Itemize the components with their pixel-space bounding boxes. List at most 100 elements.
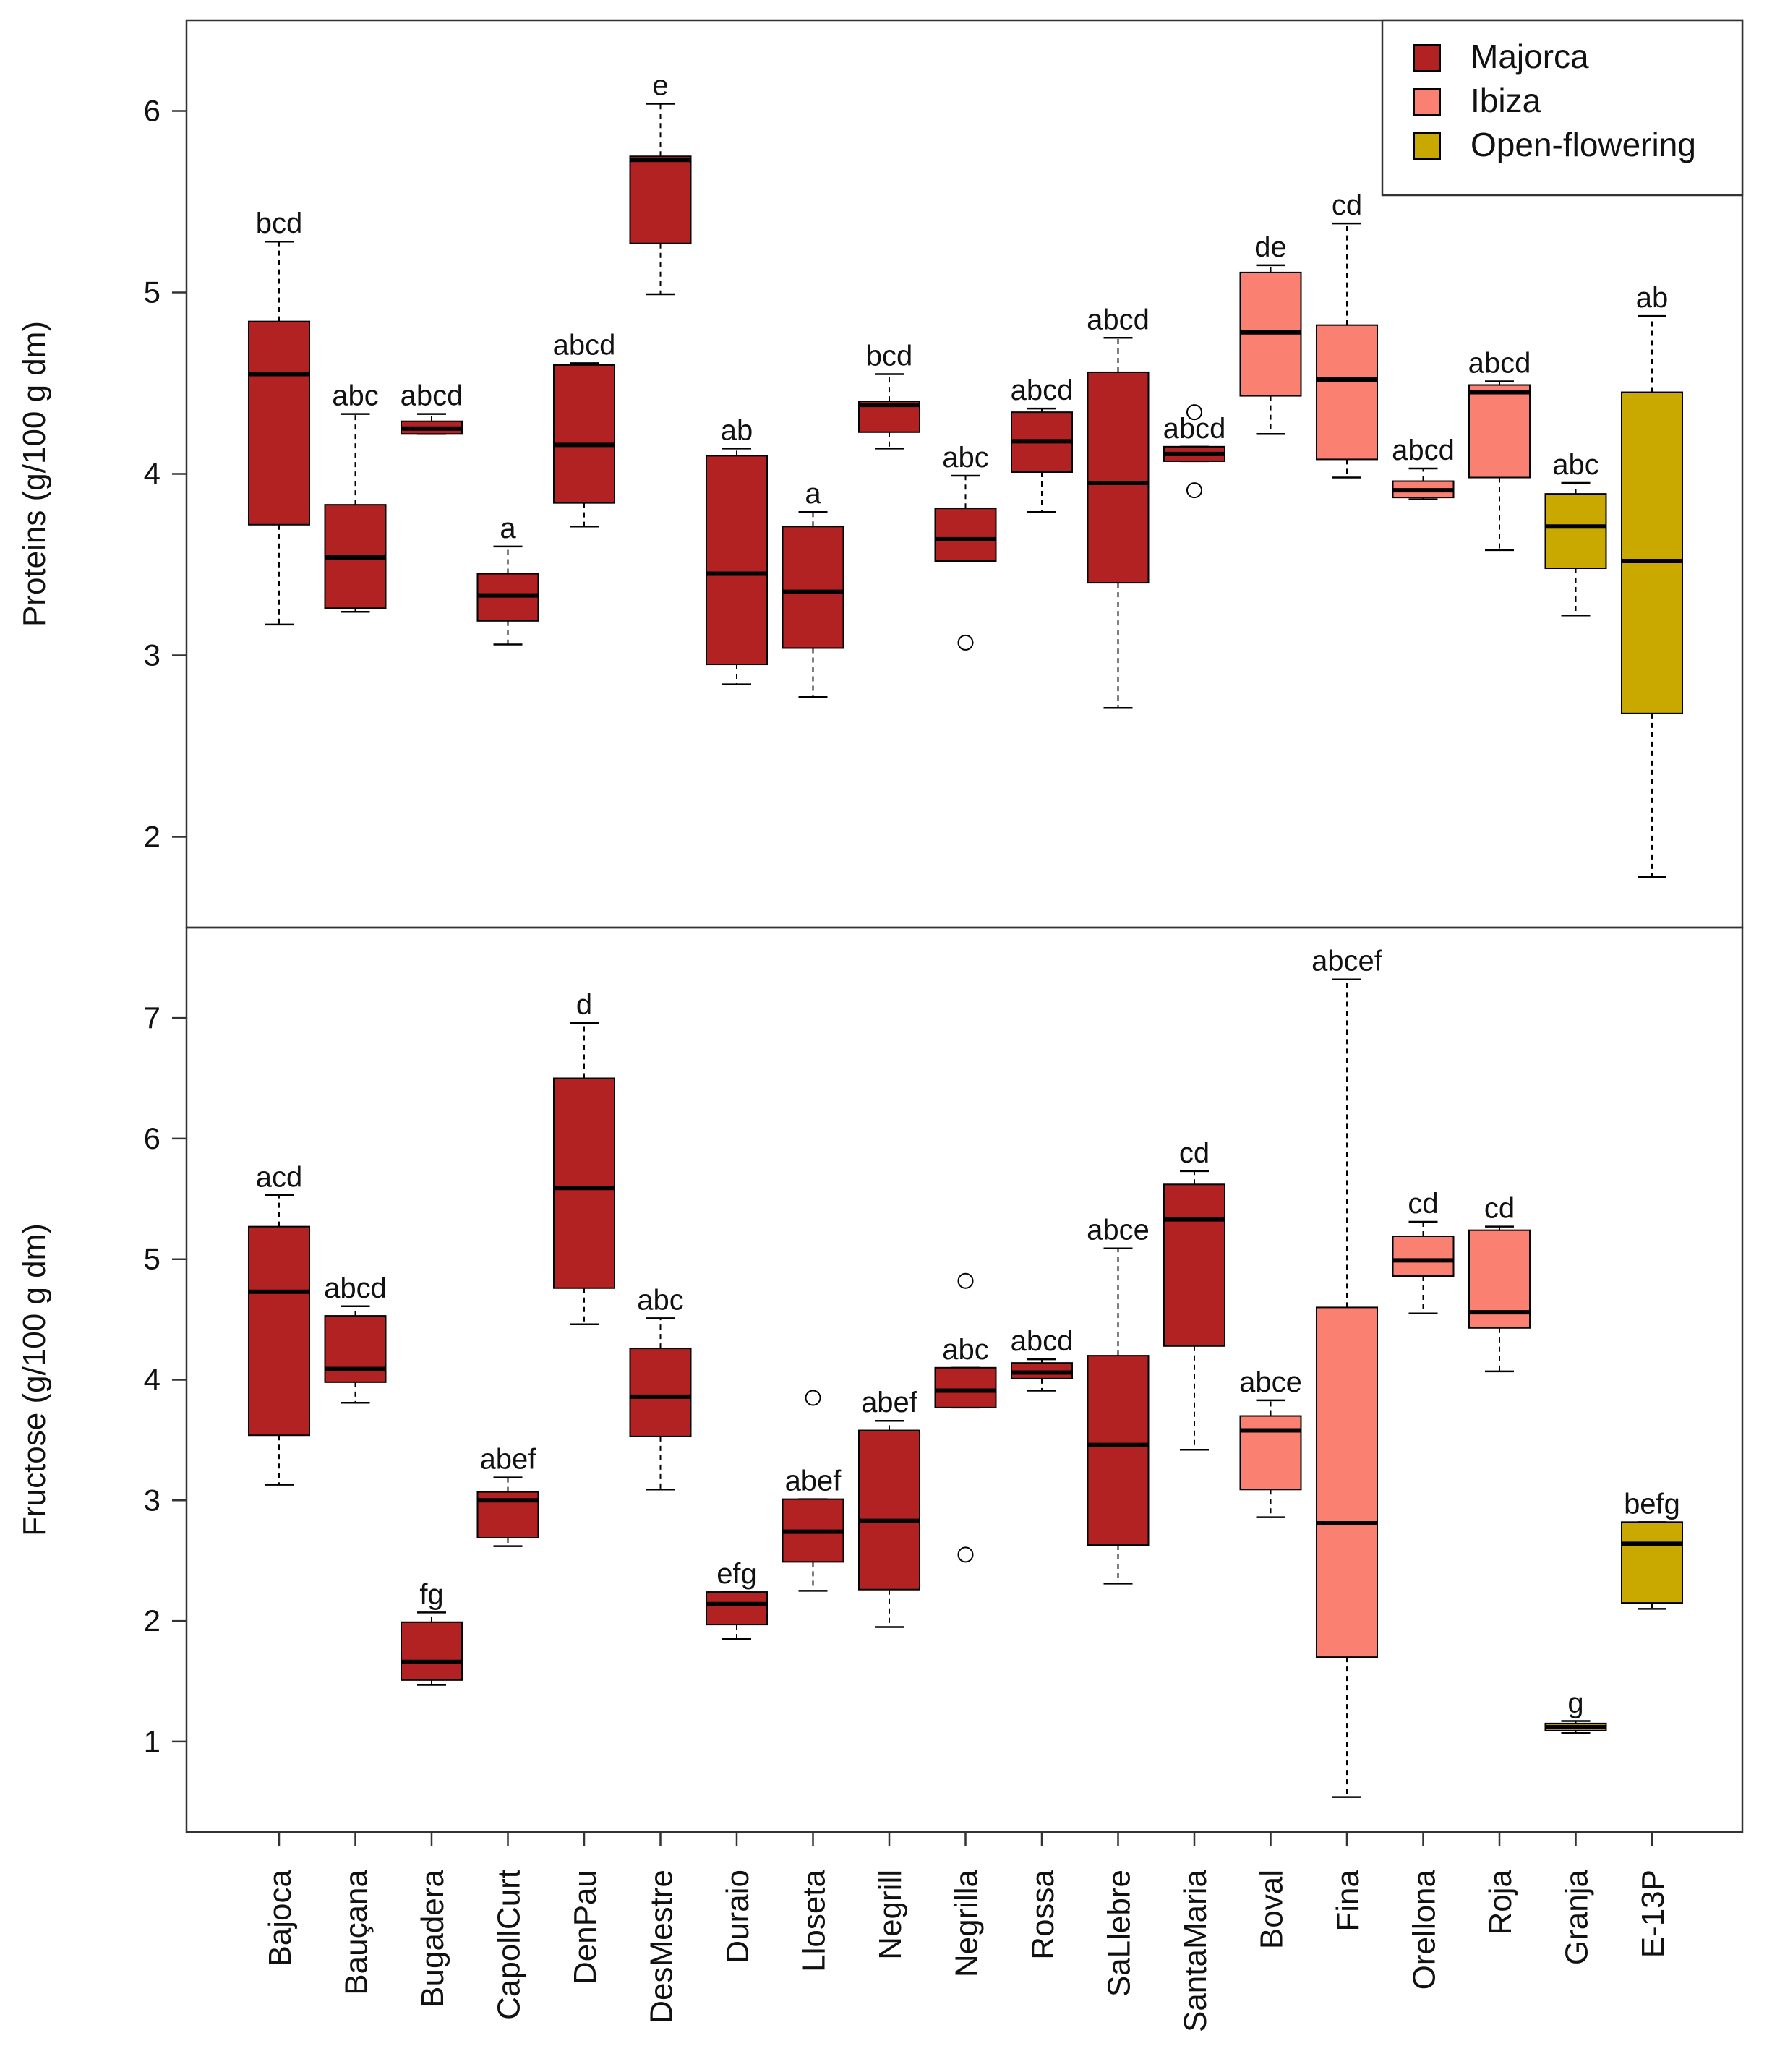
y-tick-label-7: 7 [144,1001,160,1035]
y-tick-label-3: 3 [144,638,160,672]
legend-swatch-open-flowering [1413,132,1441,160]
y-axis-proteins: 2 3 4 5 6 [144,94,187,854]
significance-letters: ab [1636,282,1669,314]
legend-label-open-flowering: Open-flowering [1471,126,1696,163]
outlier-point-1 [805,1390,821,1406]
x-label-capollcurt: CapollCurt [492,1870,527,2020]
box-proteins-lloseta: a [782,478,844,698]
box-iqr [706,1591,768,1626]
y-tick-label-4: 4 [144,457,160,491]
significance-letters: acd [256,1161,303,1193]
box-iqr [1621,391,1683,714]
significance-letters: abce [1087,1215,1150,1246]
box-iqr [1087,1355,1150,1546]
x-label-negrilla: Negrilla [949,1869,985,1977]
x-label-boval: Boval [1254,1870,1290,1949]
box-fructose-roja: cd [1468,1193,1531,1373]
box-fructose-duraio: efg [706,1558,768,1640]
outlier-point-2 [1186,482,1202,499]
significance-letters: abcd [324,1272,387,1304]
box-proteins-duraio: ab [706,414,768,685]
significance-letters: abef [785,1465,842,1497]
outlier-point-2 [957,1546,974,1563]
box-fructose-rossa: abcd [1011,1325,1073,1392]
box-iqr [629,1348,692,1437]
x-label-negrill: Negrill [873,1870,908,1960]
legend-swatch-majorca [1413,44,1441,72]
legend-swatch-ibiza [1413,88,1441,116]
box-iqr [1392,1236,1455,1277]
box-iqr [1087,371,1150,584]
legend: Majorca Ibiza Open-flowering [1381,19,1744,197]
significance-letters: abcd [401,380,463,412]
box-fructose-negrill: abef [858,1387,920,1628]
box-fructose-negrilla: abc [934,1272,997,1563]
box-iqr [401,1621,463,1681]
x-label-sallebre: SaLlebre [1102,1870,1137,1997]
x-label-lloseta: Lloseta [797,1869,832,1972]
significance-letters: befg [1624,1488,1680,1520]
significance-letters: ab [721,414,753,446]
y-tick-label-5: 5 [144,1242,160,1276]
box-iqr [629,155,692,244]
significance-letters: bcd [256,207,303,239]
significance-letters: cd [1179,1137,1210,1169]
x-axis-category-labels: Bajoca Bauçana Bugadera CapollCurt DenPau Des… [262,1832,1671,2032]
significance-letters: a [805,478,821,510]
x-label-desmestre: DesMestre [644,1870,680,2024]
box-iqr [934,1366,997,1408]
significance-letters: bcd [866,340,913,372]
box-iqr [553,364,615,504]
legend-label-ibiza: Ibiza [1471,82,1541,119]
box-fructose-e-13p: befg [1621,1488,1683,1610]
box-iqr [324,1315,387,1383]
significance-letters: abce [1239,1366,1302,1398]
y-axis-title-proteins: Proteins (g/100 g dm) [17,321,52,627]
significance-letters: de [1254,231,1287,263]
box-fructose-lloseta: abef [782,1390,844,1592]
significance-letters: cd [1408,1188,1438,1220]
significance-letters: g [1567,1687,1583,1719]
legend-label-majorca: Majorca [1471,38,1589,75]
box-fructose-capollcurt: abef [476,1444,539,1547]
significance-letters: abc [637,1284,684,1316]
box-proteins-desmestre: e [629,69,692,296]
box-iqr [1316,324,1378,461]
box-proteins-bajoca: bcd [248,207,310,626]
significance-letters: cd [1484,1193,1515,1225]
box-proteins-boval: de [1239,231,1302,435]
significance-letters: a [500,513,516,544]
x-label-bajoca: Bajoca [262,1869,298,1966]
box-proteins-granja: abc [1544,449,1607,617]
box-iqr [858,1429,920,1591]
box-proteins-capollcurt: a [476,513,539,646]
box-iqr [1163,1183,1225,1347]
box-fructose-bajoca: acd [248,1161,310,1486]
box-fructose-bau-ana: abcd [324,1272,387,1404]
box-proteins-bau-ana: abc [324,380,387,613]
significance-letters: abef [861,1387,918,1418]
outlier-point-1 [1186,404,1202,421]
significance-letters: abcd [1468,347,1531,379]
x-label-santamaria: SantaMaria [1178,1869,1213,2032]
y-axis-title-fructose: Fructose (g/100 g dm) [17,1223,52,1536]
box-proteins-orellona: abcd [1392,434,1455,500]
box-fructose-sallebre: abce [1087,1215,1150,1585]
significance-letters: abc [942,1334,989,1366]
significance-letters: abc [942,442,989,474]
box-proteins-negrill: bcd [858,340,920,450]
significance-letters: abcd [1011,374,1074,406]
y-axis-fructose: 1 2 3 4 5 6 7 [144,1001,187,1758]
box-fructose-denpau: d [553,989,615,1326]
box-fructose-orellona: cd [1392,1188,1455,1315]
significance-letters: cd [1332,189,1362,221]
box-proteins-negrilla: abc [934,442,997,651]
box-fructose-fina: abcef [1311,946,1383,1798]
x-label-bugadera: Bugadera [415,1869,450,2007]
x-label-bau-ana: Bauçana [339,1869,374,1995]
legend-frame [1381,19,1744,197]
